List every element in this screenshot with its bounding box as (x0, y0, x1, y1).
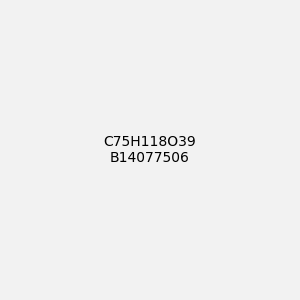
Text: C75H118O39
B14077506: C75H118O39 B14077506 (103, 135, 196, 165)
